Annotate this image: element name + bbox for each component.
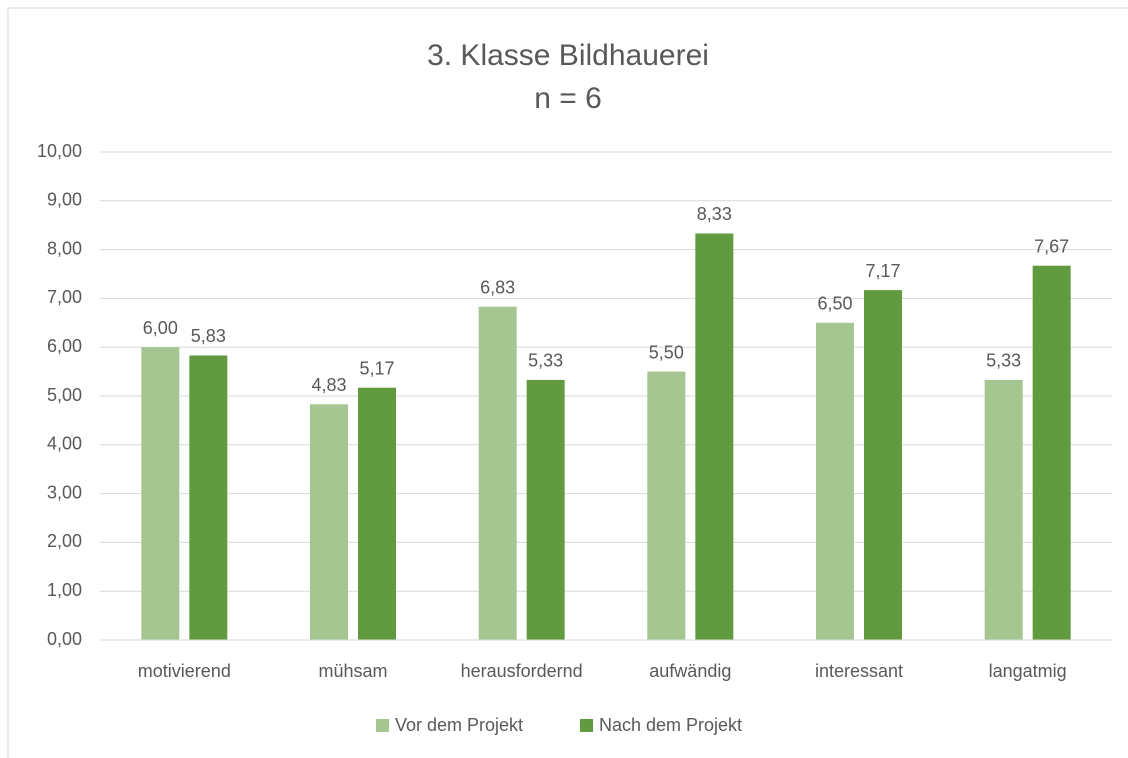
- data-label: 5,50: [649, 342, 684, 362]
- bar: [141, 347, 180, 640]
- data-label: 5,17: [359, 358, 394, 378]
- bar: [864, 290, 902, 640]
- y-tick-label: 3,00: [47, 482, 82, 502]
- x-tick-label: interessant: [815, 661, 903, 681]
- data-label: 7,17: [865, 261, 900, 281]
- bar: [310, 404, 348, 640]
- y-tick-label: 10,00: [37, 141, 82, 161]
- y-tick-label: 5,00: [47, 385, 82, 405]
- y-tick-label: 7,00: [47, 287, 82, 307]
- x-tick-label: herausfordernd: [461, 661, 583, 681]
- data-label: 5,33: [986, 351, 1021, 371]
- bar: [816, 322, 854, 640]
- legend-swatch: [580, 719, 593, 732]
- bar: [189, 355, 228, 640]
- legend-swatch: [376, 719, 389, 732]
- legend-label: Vor dem Projekt: [395, 715, 523, 735]
- y-tick-label: 8,00: [47, 238, 82, 258]
- chart-title: 3. Klasse Bildhauerei: [427, 39, 709, 72]
- y-tick-label: 9,00: [47, 190, 82, 210]
- data-label: 5,33: [528, 351, 563, 371]
- bar: [526, 379, 565, 640]
- data-label: 6,83: [480, 277, 515, 297]
- x-tick-label: mühsam: [318, 661, 387, 681]
- legend-label: Nach dem Projekt: [599, 715, 742, 735]
- y-tick-label: 2,00: [47, 531, 82, 551]
- bar: [478, 306, 517, 640]
- y-tick-label: 6,00: [47, 336, 82, 356]
- y-tick-label: 4,00: [47, 434, 82, 454]
- chart-border: [7, 7, 1128, 758]
- y-tick-label: 1,00: [47, 580, 82, 600]
- bar: [647, 371, 686, 640]
- x-tick-label: langatmig: [989, 661, 1067, 681]
- x-tick-label: motivierend: [138, 661, 231, 681]
- y-tick-label: 0,00: [47, 629, 82, 649]
- data-label: 6,50: [817, 294, 852, 314]
- chart-subtitle: n = 6: [534, 82, 602, 115]
- bar: [984, 379, 1023, 640]
- bar: [695, 233, 734, 640]
- data-label: 4,83: [311, 375, 346, 395]
- data-label: 7,67: [1034, 236, 1069, 256]
- data-label: 5,83: [191, 326, 226, 346]
- data-label: 8,33: [697, 204, 732, 224]
- data-label: 6,00: [143, 318, 178, 338]
- bar: [1032, 265, 1071, 640]
- bar: [358, 387, 396, 640]
- x-tick-label: aufwändig: [649, 661, 731, 681]
